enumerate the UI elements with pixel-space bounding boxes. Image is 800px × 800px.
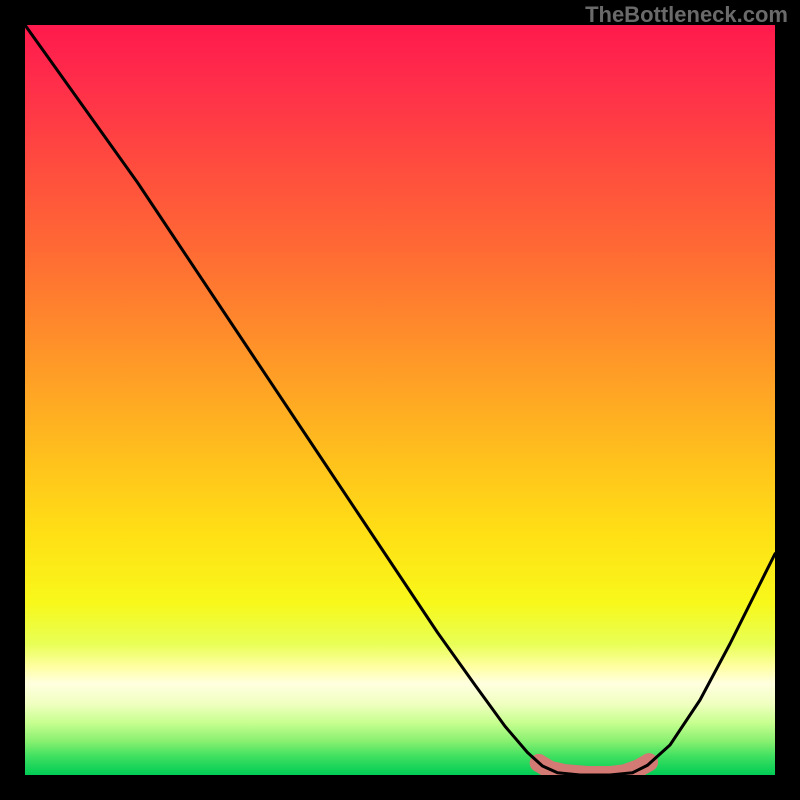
curve-layer (25, 25, 775, 775)
plot-area (25, 25, 775, 775)
bottleneck-curve (25, 25, 775, 775)
chart-frame: TheBottleneck.com (0, 0, 800, 800)
attribution-text: TheBottleneck.com (585, 2, 788, 28)
